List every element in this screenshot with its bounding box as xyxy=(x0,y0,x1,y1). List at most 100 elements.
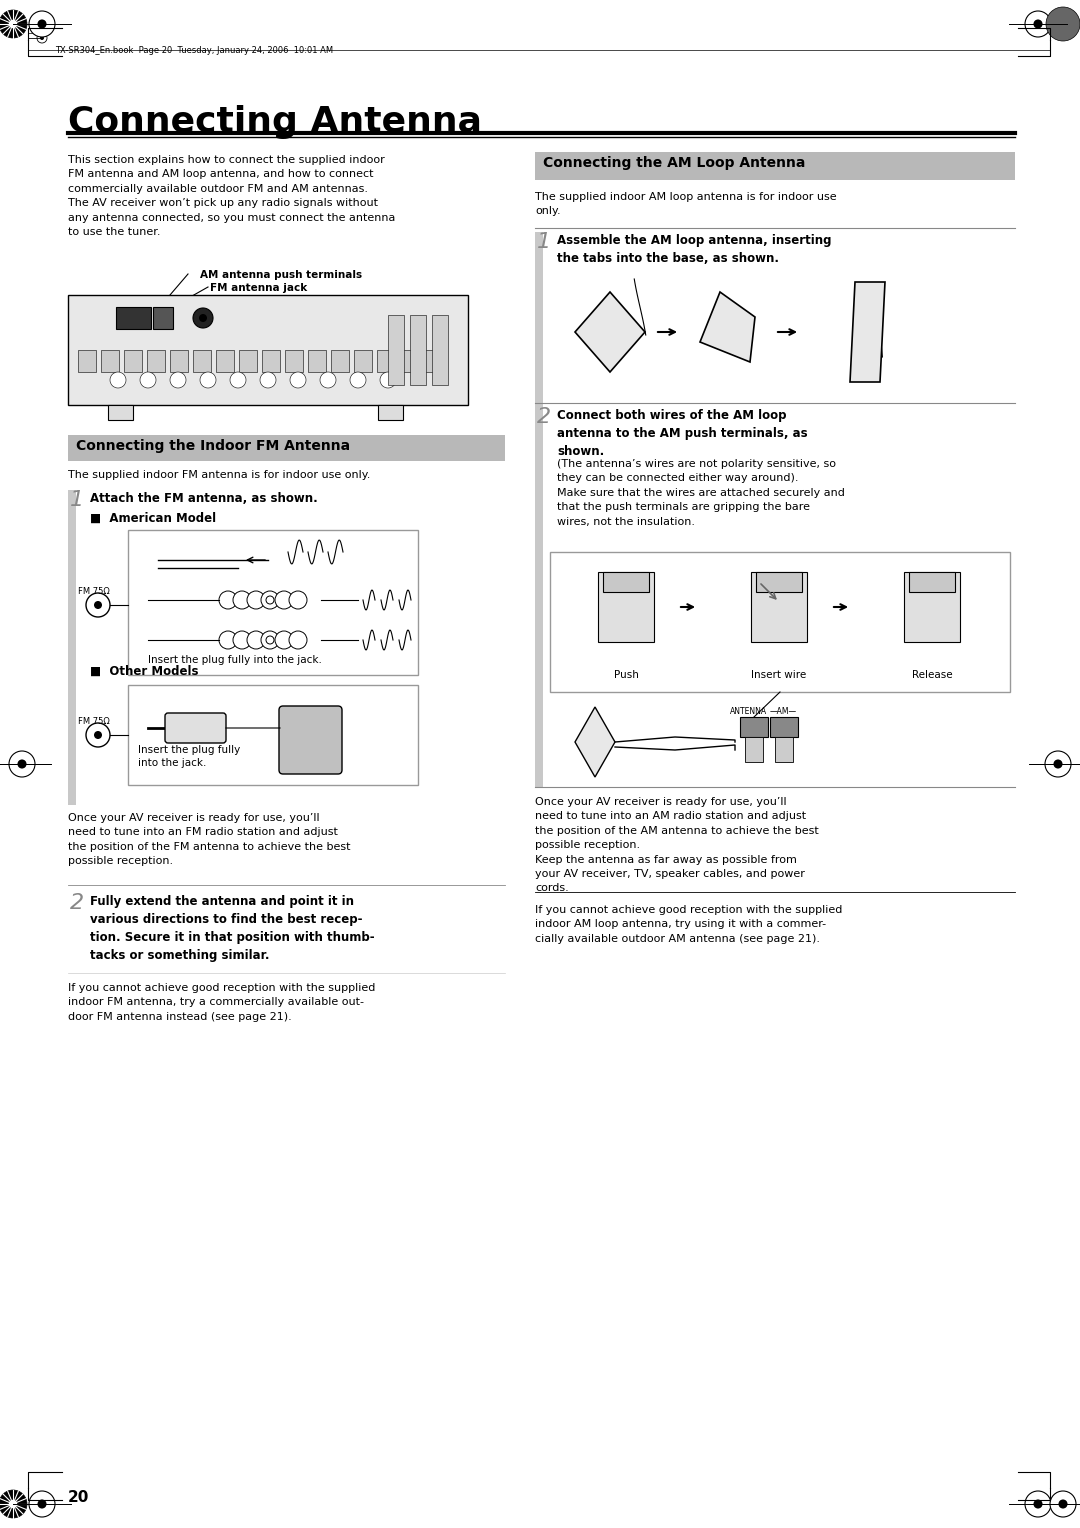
Text: The supplied indoor AM loop antenna is for indoor use
only.: The supplied indoor AM loop antenna is f… xyxy=(535,193,837,217)
Circle shape xyxy=(1058,1499,1067,1508)
Text: FM 75Ω: FM 75Ω xyxy=(78,717,110,726)
Bar xyxy=(68,490,76,805)
Text: —AM—: —AM— xyxy=(770,707,797,717)
Text: Connect both wires of the AM loop
antenna to the AM push terminals, as
shown.: Connect both wires of the AM loop antenn… xyxy=(557,410,808,458)
Circle shape xyxy=(1025,11,1051,37)
Text: Connecting the AM Loop Antenna: Connecting the AM Loop Antenna xyxy=(543,156,806,170)
Circle shape xyxy=(86,723,110,747)
Circle shape xyxy=(9,20,17,28)
Text: Insert the plug fully into the jack.: Insert the plug fully into the jack. xyxy=(148,656,322,665)
Text: Connecting Antenna: Connecting Antenna xyxy=(68,105,482,139)
Text: ■  Other Models: ■ Other Models xyxy=(90,665,199,678)
Circle shape xyxy=(193,309,213,329)
Bar xyxy=(129,530,418,675)
Text: AM antenna push terminals: AM antenna push terminals xyxy=(200,270,362,280)
Circle shape xyxy=(1034,1499,1042,1508)
Circle shape xyxy=(266,596,274,604)
Bar xyxy=(239,350,257,371)
Text: Attach the FM antenna, as shown.: Attach the FM antenna, as shown. xyxy=(90,492,318,504)
Text: FM antenna jack: FM antenna jack xyxy=(210,283,307,293)
Polygon shape xyxy=(575,292,645,371)
Bar xyxy=(535,406,543,787)
Bar xyxy=(423,350,441,371)
Bar xyxy=(598,571,654,642)
Text: 2: 2 xyxy=(70,892,84,914)
Circle shape xyxy=(261,631,279,649)
Circle shape xyxy=(291,371,306,388)
Circle shape xyxy=(289,631,307,649)
Circle shape xyxy=(1050,1491,1076,1517)
Bar xyxy=(904,571,960,642)
Circle shape xyxy=(199,313,207,322)
Circle shape xyxy=(94,730,102,740)
Bar xyxy=(740,717,768,736)
Bar xyxy=(285,350,303,371)
Text: 20: 20 xyxy=(68,1490,90,1505)
Bar xyxy=(262,350,280,371)
Text: ANTENNA: ANTENNA xyxy=(730,707,767,717)
Text: 1: 1 xyxy=(70,490,84,510)
Circle shape xyxy=(219,591,237,610)
Circle shape xyxy=(9,750,35,778)
Bar xyxy=(909,571,955,591)
Bar xyxy=(432,315,448,385)
Polygon shape xyxy=(575,707,615,778)
Bar xyxy=(68,295,468,405)
Circle shape xyxy=(247,631,265,649)
Text: The supplied indoor FM antenna is for indoor use only.: The supplied indoor FM antenna is for in… xyxy=(68,471,370,480)
Circle shape xyxy=(37,34,48,43)
Polygon shape xyxy=(700,292,755,362)
Bar xyxy=(308,350,326,371)
Circle shape xyxy=(275,591,293,610)
Circle shape xyxy=(140,371,156,388)
Bar xyxy=(193,350,211,371)
FancyBboxPatch shape xyxy=(165,714,226,743)
Circle shape xyxy=(298,724,318,746)
Circle shape xyxy=(200,371,216,388)
Text: (The antenna’s wires are not polarity sensitive, so
they can be connected either: (The antenna’s wires are not polarity se… xyxy=(557,458,845,527)
Bar xyxy=(770,717,798,736)
Circle shape xyxy=(289,591,307,610)
Bar xyxy=(745,736,762,762)
Bar xyxy=(603,571,649,591)
Text: FM 75Ω: FM 75Ω xyxy=(78,587,110,596)
Circle shape xyxy=(247,591,265,610)
Text: Connecting the Indoor FM Antenna: Connecting the Indoor FM Antenna xyxy=(76,439,350,452)
Bar xyxy=(378,405,403,420)
Circle shape xyxy=(1047,8,1080,41)
Circle shape xyxy=(266,636,274,643)
Circle shape xyxy=(170,371,186,388)
Bar xyxy=(388,315,404,385)
Circle shape xyxy=(1053,759,1063,769)
Text: If you cannot achieve good reception with the supplied
indoor FM antenna, try a : If you cannot achieve good reception wit… xyxy=(68,983,376,1022)
Circle shape xyxy=(1034,20,1042,29)
Bar xyxy=(116,307,151,329)
Circle shape xyxy=(29,11,55,37)
Text: Release: Release xyxy=(912,669,953,680)
Circle shape xyxy=(380,371,396,388)
Text: If you cannot achieve good reception with the supplied
indoor AM loop antenna, t: If you cannot achieve good reception wit… xyxy=(535,905,842,944)
Bar xyxy=(147,350,165,371)
Circle shape xyxy=(320,371,336,388)
Text: Push: Push xyxy=(613,669,638,680)
Text: ■  American Model: ■ American Model xyxy=(90,512,216,526)
Circle shape xyxy=(38,1499,46,1508)
Bar xyxy=(153,307,173,329)
Bar xyxy=(535,232,543,406)
Circle shape xyxy=(110,371,126,388)
Bar xyxy=(756,571,802,591)
Circle shape xyxy=(275,631,293,649)
Circle shape xyxy=(219,631,237,649)
Circle shape xyxy=(1045,750,1071,778)
Text: Fully extend the antenna and point it in
various directions to find the best rec: Fully extend the antenna and point it in… xyxy=(90,895,375,963)
Bar xyxy=(78,350,96,371)
Bar xyxy=(377,350,395,371)
Circle shape xyxy=(291,717,326,753)
Circle shape xyxy=(17,759,27,769)
Circle shape xyxy=(94,601,102,610)
Bar xyxy=(775,736,793,762)
Circle shape xyxy=(0,1490,27,1517)
Text: TX-SR304_En.book  Page 20  Tuesday, January 24, 2006  10:01 AM: TX-SR304_En.book Page 20 Tuesday, Januar… xyxy=(55,46,333,55)
Bar xyxy=(170,350,188,371)
Circle shape xyxy=(260,371,276,388)
